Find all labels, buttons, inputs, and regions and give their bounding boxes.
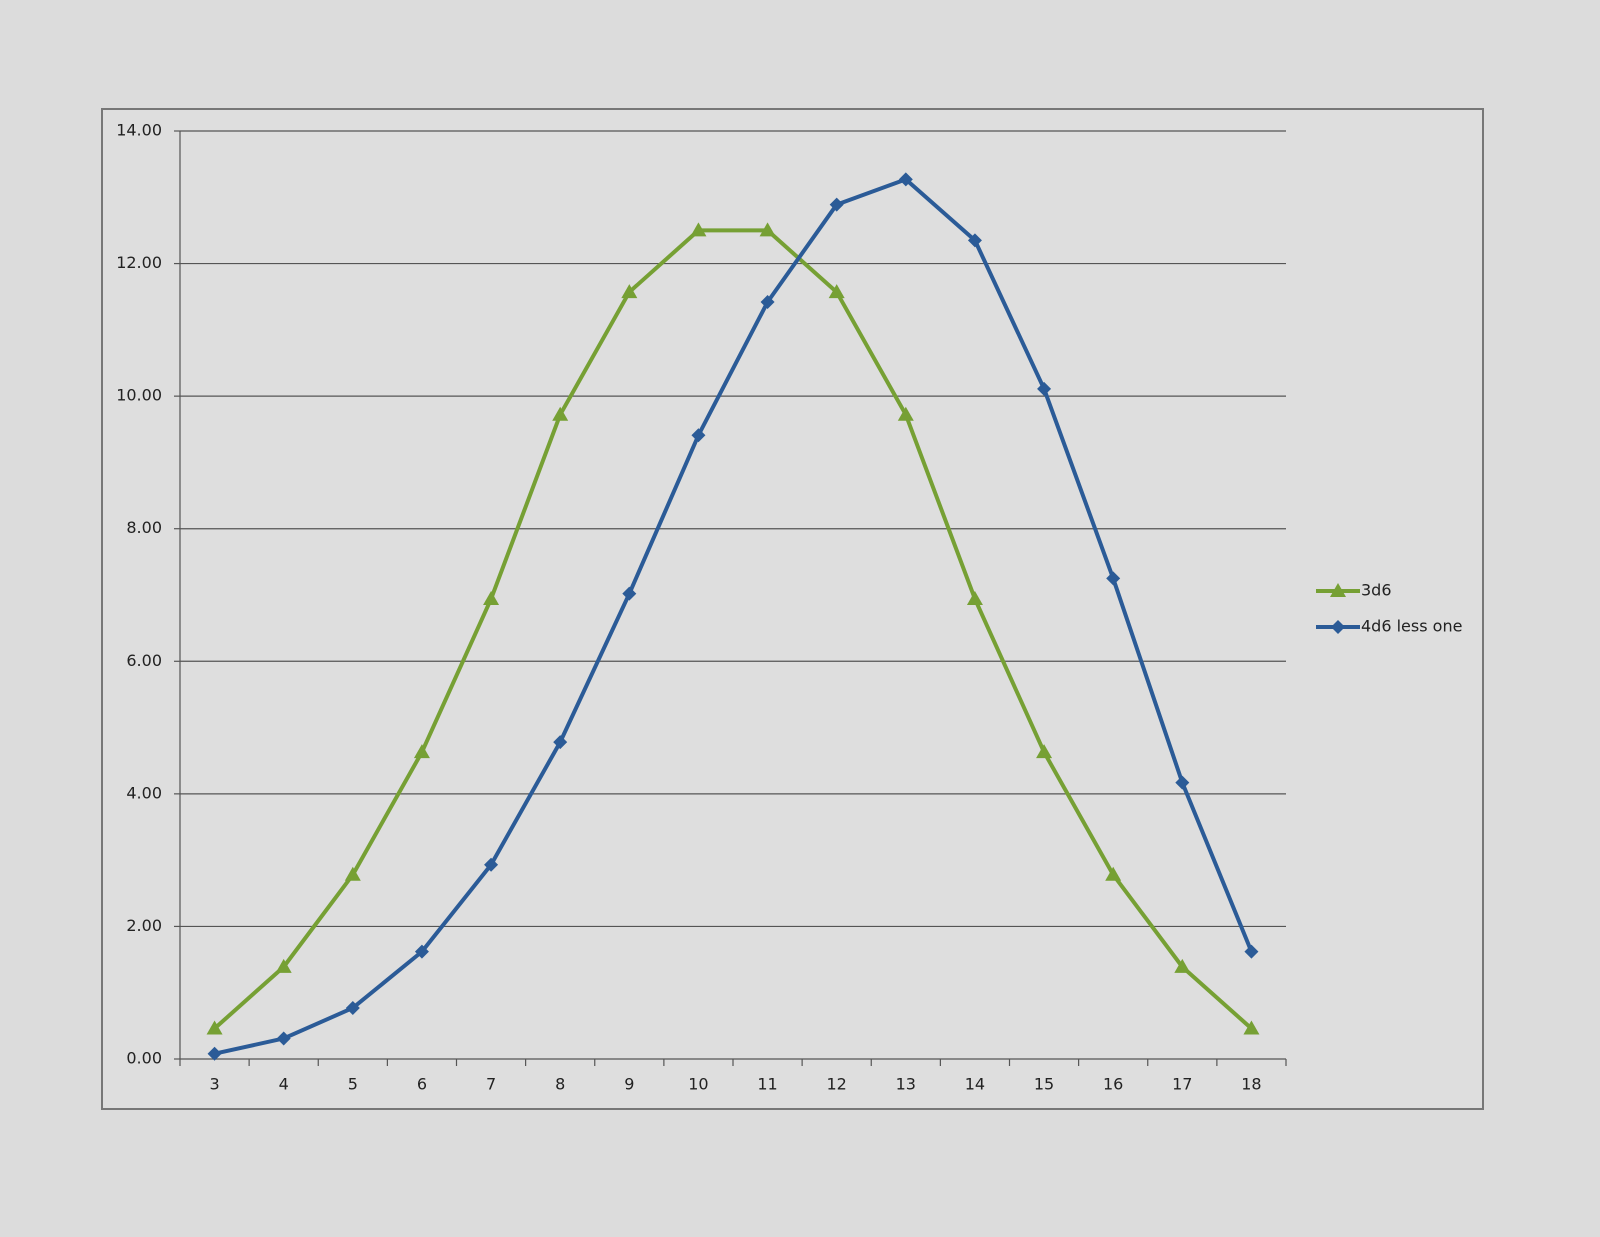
x-tick-label: 12 [827,1075,847,1094]
marker [553,735,568,750]
marker [552,406,569,421]
line [213,228,1253,1031]
x-tick-label: 5 [348,1075,358,1094]
marker [1331,620,1345,634]
marker [1243,1020,1260,1035]
marker [345,1000,360,1015]
x-tick-label: 16 [1103,1075,1123,1094]
x-tick-label: 6 [417,1075,427,1094]
y-tick-label: 8.00 [126,518,162,537]
x-tick-label: 17 [1172,1075,1192,1094]
x-tick-label: 3 [209,1075,219,1094]
marker [966,590,983,605]
marker [759,222,776,237]
y-tick-label: 12.00 [116,253,162,272]
marker [483,590,500,605]
x-tick-label: 7 [486,1075,496,1094]
y-tick-label: 0.00 [126,1049,162,1068]
line [214,177,1254,1056]
marker [206,1020,223,1035]
y-tick-label: 6.00 [126,651,162,670]
marker [1175,775,1190,790]
y-tick-label: 10.00 [116,386,162,405]
marker [690,222,707,237]
x-tick-label: 13 [896,1075,916,1094]
marker [484,857,499,872]
x-tick-label: 15 [1034,1075,1054,1094]
marker [897,406,914,421]
x-tick-label: 8 [555,1075,565,1094]
legend-label: 3d6 [1361,581,1392,600]
marker [691,428,706,443]
marker [760,295,775,310]
marker [1330,583,1346,597]
marker [1174,958,1191,973]
legend-label: 4d6 less one [1361,617,1462,636]
y-tick-label: 2.00 [126,916,162,935]
chart-frame [101,108,1484,1110]
marker [1106,571,1121,586]
x-tick-label: 18 [1241,1075,1261,1094]
marker [414,944,429,959]
marker [1037,381,1052,396]
marker [621,284,638,299]
marker [275,958,292,973]
marker [344,866,361,881]
x-tick-label: 9 [624,1075,634,1094]
marker [1244,944,1259,959]
marker [829,197,844,212]
marker [828,284,845,299]
marker [207,1046,222,1061]
x-tick-label: 14 [965,1075,985,1094]
marker [967,233,982,248]
x-tick-label: 4 [279,1075,289,1094]
marker [1036,744,1053,759]
marker [898,172,913,187]
marker [1105,866,1122,881]
marker [413,744,430,759]
y-tick-label: 14.00 [116,121,162,140]
marker [276,1031,291,1046]
x-tick-label: 10 [688,1075,708,1094]
y-tick-label: 4.00 [126,783,162,802]
marker [622,586,637,601]
x-tick-label: 11 [757,1075,777,1094]
